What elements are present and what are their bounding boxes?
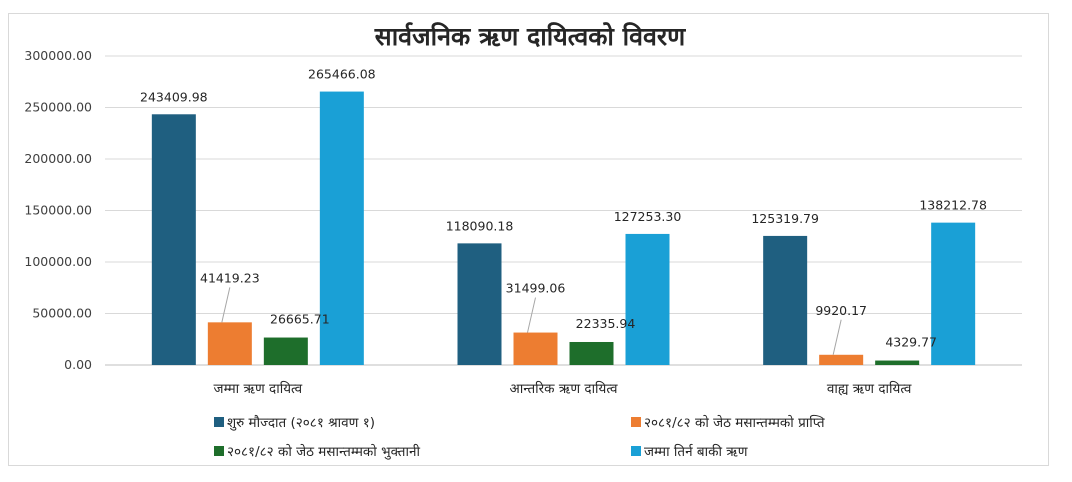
category-label: वाह्य ऋण दायित्व [827, 380, 912, 397]
y-tick-label: 250000.00 [24, 100, 92, 115]
chart-title: सार्वजनिक ऋण दायित्वको विवरण [374, 22, 686, 51]
leader-line [832, 319, 842, 355]
data-label: 127253.30 [614, 209, 682, 224]
data-label: 9920.17 [815, 303, 867, 318]
bar [457, 243, 502, 365]
bar [513, 332, 558, 365]
legend: शुरु मौज्दात (२०८१ श्रावण १) २०८१/८२ को ज… [214, 414, 825, 460]
bar [625, 233, 670, 365]
legend-label: शुरु मौज्दात (२०८१ श्रावण १) [227, 414, 375, 431]
category-label: आन्तरिक ऋण दायित्व [510, 380, 618, 397]
legend-label: जम्मा तिर्न बाकी ऋण [644, 443, 748, 460]
category-label: जम्मा ऋण दायित्व [214, 380, 303, 397]
y-tick-label: 0.00 [64, 357, 92, 372]
data-labels: 243409.98 41419.23 26665.71 265466.08 118090… [140, 67, 987, 355]
y-tick-label: 50000.00 [32, 306, 92, 321]
bar [263, 337, 308, 365]
x-axis-categories: जम्मा ऋण दायित्व आन्तरिक ऋण दायित्व वाह्य … [214, 380, 912, 397]
data-label: 243409.98 [140, 89, 208, 104]
y-tick-label: 200000.00 [24, 151, 92, 166]
data-label: 41419.23 [200, 270, 260, 285]
bar [819, 354, 864, 365]
y-tick-label: 100000.00 [24, 254, 92, 269]
data-label: 31499.06 [506, 281, 566, 296]
legend-swatch [214, 446, 224, 456]
legend-label: २०८१/८२ को जेठ मसान्तम्मको प्राप्ति [644, 414, 825, 431]
bar [319, 91, 364, 365]
bars [151, 91, 976, 365]
bar [207, 322, 252, 365]
legend-swatch [631, 417, 641, 427]
y-tick-label: 300000.00 [24, 48, 92, 63]
legend-swatch [631, 446, 641, 456]
data-label: 4329.77 [885, 335, 937, 350]
data-label: 118090.18 [446, 218, 514, 233]
legend-swatch [214, 417, 224, 427]
y-axis-ticks: 0.00 50000.00 100000.00 150000.00 200000.00 2… [24, 48, 92, 372]
bar [151, 114, 196, 365]
bar [569, 341, 614, 365]
data-label: 138212.78 [919, 198, 987, 213]
bar [931, 222, 976, 365]
bar [875, 360, 920, 365]
bar [763, 235, 808, 365]
data-label: 22335.94 [576, 316, 636, 331]
data-label: 125319.79 [751, 211, 819, 226]
legend-label: २०८१/८२ को जेठ मसान्तम्मको भुक्तानी [227, 443, 420, 460]
leader-line [527, 297, 536, 333]
data-label: 26665.71 [270, 312, 330, 327]
y-tick-label: 150000.00 [24, 203, 92, 218]
gridlines [105, 55, 1022, 366]
data-label: 265466.08 [308, 67, 376, 82]
leader-line [221, 287, 231, 323]
